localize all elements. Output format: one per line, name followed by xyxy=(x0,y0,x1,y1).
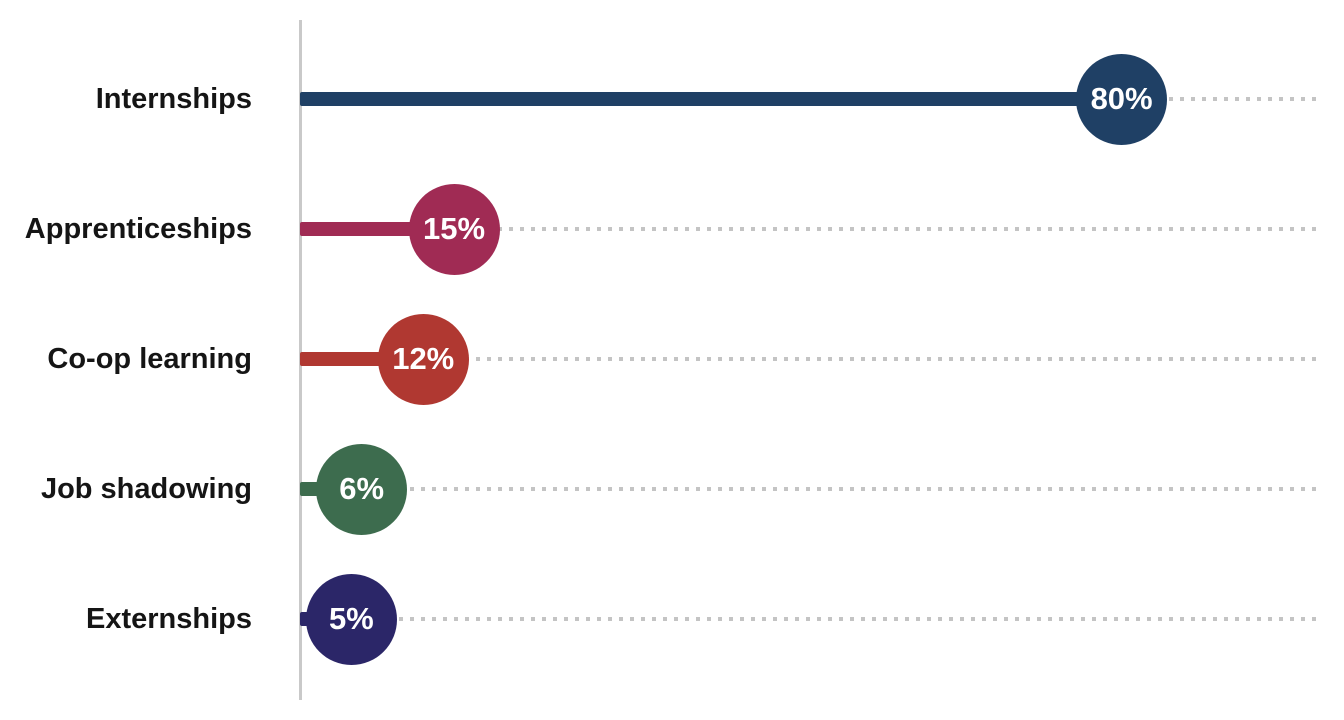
value-label: 15% xyxy=(423,211,486,246)
value-label: 80% xyxy=(1090,81,1153,116)
category-label: Job shadowing xyxy=(40,472,252,505)
lollipop-bubble: 5% xyxy=(305,573,397,665)
lollipop-stem xyxy=(300,92,1122,106)
dotted-leader-line xyxy=(300,357,1318,361)
lollipop-bubble: 80% xyxy=(1076,53,1168,145)
category-label: Internships xyxy=(95,82,252,115)
category-label: Externships xyxy=(86,602,252,635)
value-label: 6% xyxy=(339,471,385,506)
category-label: Co-op learning xyxy=(47,342,252,375)
lollipop-bubble: 12% xyxy=(377,313,469,405)
value-label: 12% xyxy=(392,341,455,376)
dotted-leader-line xyxy=(300,227,1318,231)
category-label: Apprenticeships xyxy=(24,212,252,245)
dotted-leader-line xyxy=(300,487,1318,491)
lollipop-bubble: 6% xyxy=(316,443,408,535)
dotted-leader-line xyxy=(300,617,1318,621)
value-label: 5% xyxy=(328,601,374,636)
lollipop-bubble: 15% xyxy=(408,183,500,275)
